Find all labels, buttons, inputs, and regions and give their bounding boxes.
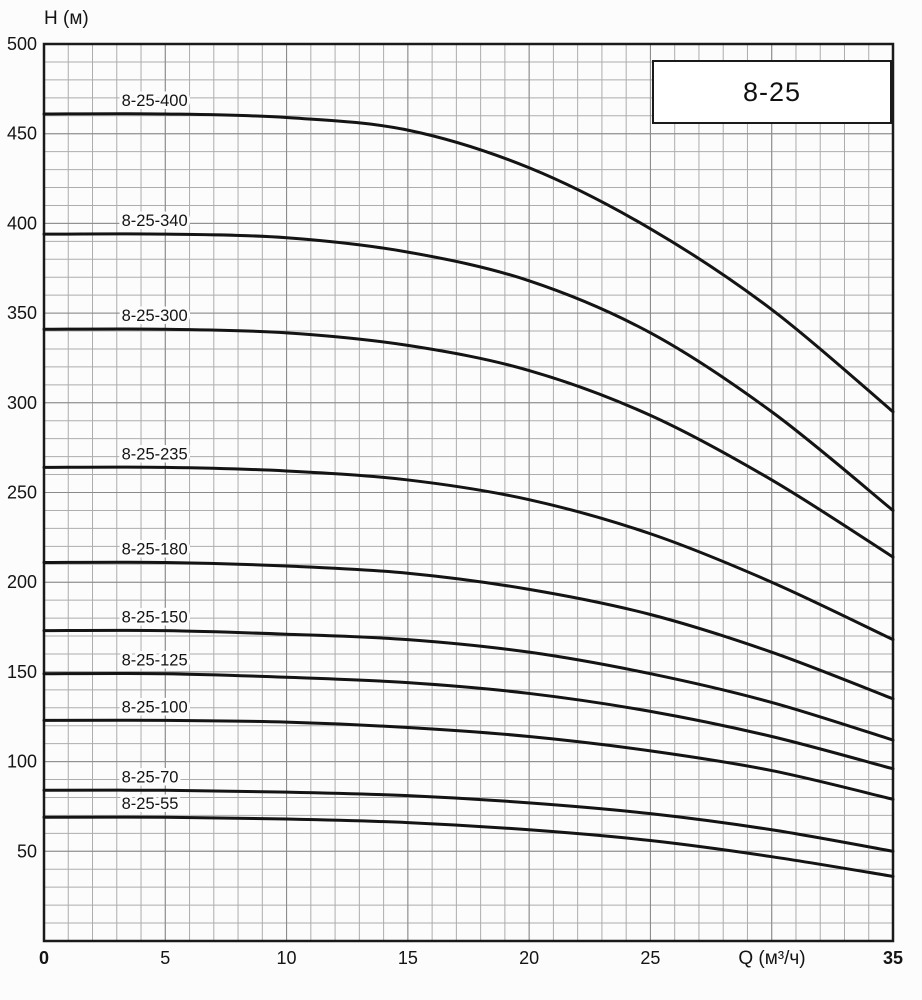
x-tick-label-10: 10 (277, 948, 297, 968)
y-tick-label-100: 100 (7, 752, 37, 772)
curve-label-8-25-300: 8-25-300 (122, 307, 188, 325)
series-family-label: 8-25 (742, 76, 802, 107)
x-axis-title: Q (м³/ч) (738, 948, 806, 969)
x-tick-label-0: 0 (39, 948, 49, 968)
x-tick-label-5: 5 (160, 948, 170, 968)
curve-8-25-100 (42, 718, 895, 801)
y-tick-label-500: 500 (7, 34, 37, 54)
curve-8-25-235 (42, 465, 895, 642)
curve-8-25-70 (42, 788, 895, 853)
curve-8-25-340 (42, 232, 895, 512)
curve-8-25-150 (42, 628, 895, 742)
curve-8-25-180 (42, 560, 895, 701)
curve-8-25-125 (42, 671, 895, 771)
series-family-box: 8-25 (652, 60, 892, 124)
curve-label-8-25-150: 8-25-150 (122, 609, 188, 627)
curve-label-8-25-55: 8-25-55 (122, 795, 179, 813)
x-tick-label-25: 25 (640, 948, 660, 968)
curve-8-25-300 (42, 327, 895, 559)
curve-label-8-25-340: 8-25-340 (122, 212, 188, 230)
plot-border (42, 42, 895, 943)
curve-label-8-25-180: 8-25-180 (122, 540, 188, 558)
curve-label-8-25-125: 8-25-125 (122, 652, 188, 670)
curve-8-25-55 (42, 815, 895, 878)
x-tick-label-20: 20 (519, 948, 539, 968)
x-tick-label-35: 35 (883, 948, 903, 968)
y-tick-label-250: 250 (7, 483, 37, 503)
curve-label-8-25-70: 8-25-70 (122, 768, 179, 786)
y-tick-label-300: 300 (7, 393, 37, 413)
curve-label-8-25-100: 8-25-100 (122, 698, 188, 716)
y-tick-label-350: 350 (7, 303, 37, 323)
y-tick-label-400: 400 (7, 213, 37, 233)
y-tick-label-50: 50 (17, 841, 37, 861)
x-tick-label-15: 15 (398, 948, 418, 968)
y-tick-label-450: 450 (7, 124, 37, 144)
y-tick-label-200: 200 (7, 572, 37, 592)
curve-8-25-400 (42, 112, 895, 414)
curve-label-8-25-400: 8-25-400 (122, 92, 188, 110)
curve-label-8-25-235: 8-25-235 (122, 445, 188, 463)
y-axis-title: H (м) (44, 8, 89, 29)
y-tick-label-150: 150 (7, 662, 37, 682)
